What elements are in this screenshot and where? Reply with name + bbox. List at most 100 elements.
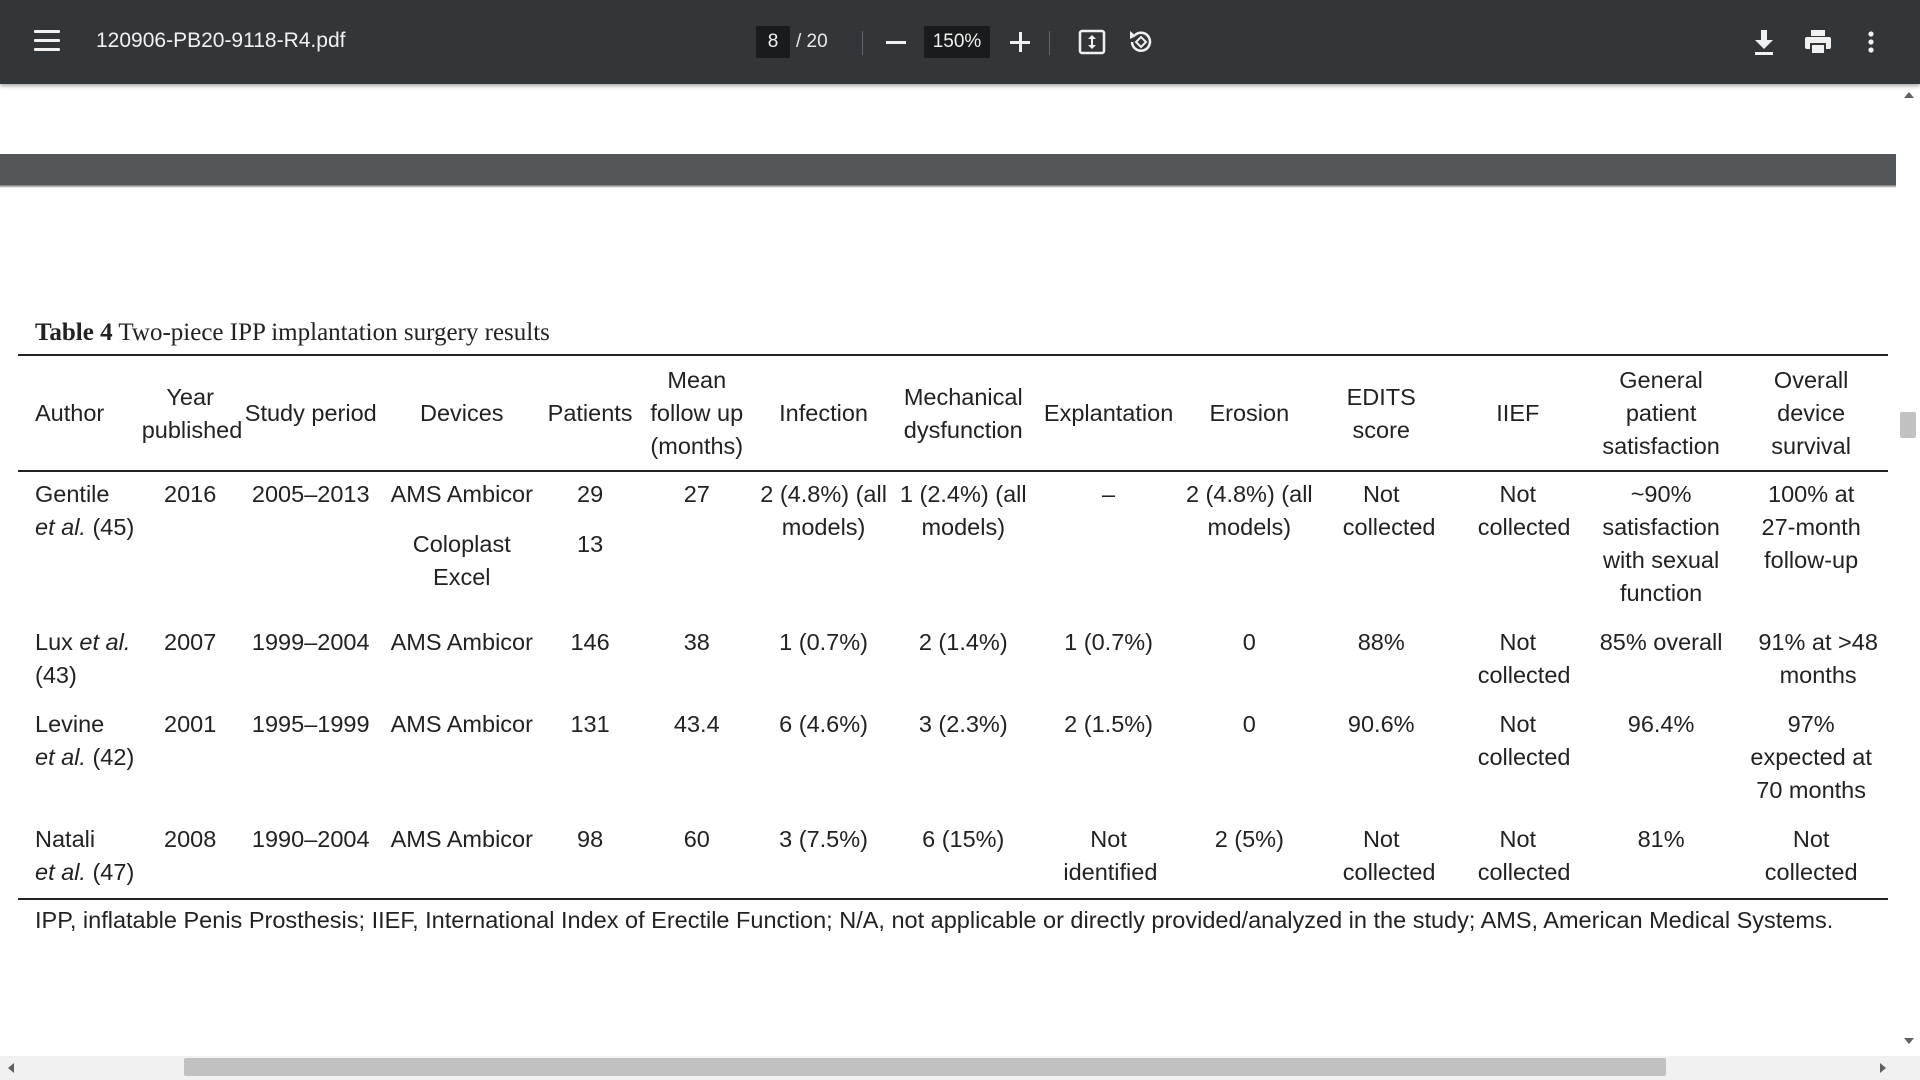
cell-iief: Not collected bbox=[1477, 629, 1571, 688]
cell-study-period: 2005–2013 bbox=[251, 481, 370, 507]
cell-patients: 29 13 bbox=[577, 481, 604, 557]
cell-year: 2008 bbox=[164, 826, 217, 852]
cell-follow-up: 38 bbox=[683, 629, 710, 655]
header-survival: Overall device survival bbox=[1771, 367, 1851, 459]
header-iief: IIEF bbox=[1496, 400, 1540, 426]
cell-infection: 3 (7.5%) bbox=[779, 826, 868, 852]
cell-author: Lux et al. (43) bbox=[35, 629, 131, 688]
header-satisfaction: General patient satisfaction bbox=[1602, 367, 1720, 459]
cell-patients: 131 bbox=[570, 711, 610, 737]
page-shadow bbox=[0, 184, 1896, 188]
header-patients: Patients bbox=[547, 400, 633, 426]
cell-erosion: 0 bbox=[1242, 629, 1256, 655]
cell-explantation: Not identified bbox=[1063, 826, 1158, 885]
cell-study-period: 1995–1999 bbox=[251, 711, 370, 737]
cell-satisfaction: 96.4% bbox=[1627, 711, 1695, 737]
header-erosion: Erosion bbox=[1209, 400, 1290, 426]
cell-survival: 97% expected at 70 months bbox=[1750, 711, 1872, 803]
cell-edits: 88% bbox=[1357, 629, 1405, 655]
cell-year: 2007 bbox=[164, 629, 217, 655]
table-top-rule bbox=[18, 354, 1888, 356]
scroll-up-arrow-icon[interactable] bbox=[1904, 92, 1914, 98]
print-icon[interactable] bbox=[1803, 28, 1833, 56]
cell-explantation: 1 (0.7%) bbox=[1064, 629, 1153, 655]
page-number-input[interactable]: 8 bbox=[756, 26, 790, 58]
document-title: 120906-PB20-9118-R4.pdf bbox=[96, 29, 346, 52]
cell-mechanical: 2 (1.4%) bbox=[918, 629, 1008, 655]
horizontal-scroll-thumb[interactable] bbox=[184, 1058, 1666, 1076]
cell-survival: 100% at 27-month follow-up bbox=[1761, 481, 1861, 573]
cell-patients: 98 bbox=[577, 826, 604, 852]
cell-erosion: 2 (5%) bbox=[1214, 826, 1284, 852]
page-separator bbox=[0, 154, 1896, 184]
cell-edits: Not collected bbox=[1342, 826, 1436, 885]
table-caption-text: Two-piece IPP implantation surgery resul… bbox=[118, 319, 550, 346]
table-bottom-rule bbox=[18, 898, 1888, 900]
pdf-toolbar: 120906-PB20-9118-R4.pdf 8 / 20 150% bbox=[0, 0, 1920, 84]
cell-author: Gentile et al. (45) bbox=[35, 481, 135, 540]
zoom-in-icon[interactable] bbox=[1005, 27, 1035, 57]
header-devices: Devices bbox=[419, 400, 504, 426]
cell-satisfaction: 81% bbox=[1637, 826, 1685, 852]
table-caption-label: Table 4 bbox=[35, 319, 113, 346]
table-row: Natali et al. (47) 2008 1990–2004 AMS Amb… bbox=[18, 817, 1888, 899]
cell-study-period: 1999–2004 bbox=[251, 629, 370, 655]
header-year: Year published bbox=[141, 383, 243, 443]
cell-devices: AMS Ambicor bbox=[390, 826, 533, 852]
table-row: Levine et al. (42) 2001 1995–1999 AMS Amb… bbox=[18, 702, 1888, 817]
cell-satisfaction: ~90% satisfaction with sexual function bbox=[1602, 481, 1720, 606]
zoom-out-icon[interactable] bbox=[881, 27, 911, 57]
scroll-right-arrow-icon[interactable] bbox=[1880, 1063, 1886, 1073]
vertical-scrollbar[interactable] bbox=[1896, 84, 1920, 1056]
cell-devices: AMS Ambicor bbox=[390, 629, 533, 655]
cell-infection: 6 (4.6%) bbox=[779, 711, 868, 737]
cell-explantation: – bbox=[1102, 481, 1116, 507]
rotate-icon[interactable] bbox=[1126, 27, 1156, 57]
header-edits: EDITS score bbox=[1346, 383, 1416, 443]
scroll-down-arrow-icon[interactable] bbox=[1904, 1038, 1914, 1044]
cell-mechanical: 1 (2.4%) (all models) bbox=[899, 481, 1027, 540]
cell-infection: 2 (4.8%) (all models) bbox=[760, 481, 887, 540]
scroll-left-arrow-icon[interactable] bbox=[8, 1063, 14, 1073]
header-author: Author bbox=[35, 400, 105, 426]
header-mechanical: Mechanical dysfunction bbox=[903, 383, 1023, 443]
cell-follow-up: 60 bbox=[683, 826, 710, 852]
table-row: Gentile et al. (45) 2016 2005–2013 AMS Am… bbox=[18, 471, 1888, 620]
header-study-period: Study period bbox=[244, 400, 377, 426]
header-infection: Infection bbox=[779, 400, 868, 426]
menu-icon[interactable] bbox=[34, 30, 60, 52]
cell-year: 2016 bbox=[164, 481, 217, 507]
table-header-row: Author Year published Study period Device… bbox=[18, 356, 1888, 471]
fit-page-icon[interactable] bbox=[1078, 29, 1106, 55]
cell-erosion: 0 bbox=[1242, 711, 1256, 737]
page-total: / 20 bbox=[796, 31, 828, 52]
cell-study-period: 1990–2004 bbox=[251, 826, 370, 852]
cell-follow-up: 43.4 bbox=[673, 711, 720, 737]
document-viewer[interactable] bbox=[0, 84, 1920, 1080]
vertical-scroll-thumb[interactable] bbox=[1900, 412, 1916, 438]
cell-edits: 90.6% bbox=[1347, 711, 1415, 737]
toolbar-divider bbox=[1049, 31, 1050, 55]
cell-edits: Not collected bbox=[1342, 481, 1436, 540]
cell-year: 2001 bbox=[164, 711, 217, 737]
cell-explantation: 2 (1.5%) bbox=[1064, 711, 1153, 737]
cell-erosion: 2 (4.8%) (all models) bbox=[1185, 481, 1313, 540]
cell-author: Natali et al. (47) bbox=[35, 826, 135, 885]
cell-devices: AMS Ambicor bbox=[390, 711, 533, 737]
cell-devices: AMS Ambicor Coloplast Excel bbox=[390, 481, 533, 590]
cell-infection: 1 (0.7%) bbox=[779, 629, 868, 655]
cell-iief: Not collected bbox=[1477, 711, 1571, 770]
cell-author: Levine et al. (42) bbox=[35, 711, 135, 770]
cell-survival: 91% at >48 months bbox=[1758, 629, 1878, 688]
download-icon[interactable] bbox=[1750, 27, 1778, 57]
table-caption: Table 4 Two-piece IPP implantation surge… bbox=[35, 319, 550, 347]
toolbar-divider bbox=[862, 31, 863, 55]
cell-satisfaction: 85% overall bbox=[1599, 629, 1723, 655]
cell-follow-up: 27 bbox=[683, 481, 710, 507]
more-icon[interactable] bbox=[1864, 28, 1878, 56]
cell-patients: 146 bbox=[570, 629, 610, 655]
cell-survival: Not collected bbox=[1764, 826, 1858, 885]
cell-mechanical: 6 (15%) bbox=[922, 826, 1005, 852]
zoom-level-input[interactable]: 150% bbox=[924, 26, 990, 58]
cell-iief: Not collected bbox=[1477, 481, 1571, 540]
